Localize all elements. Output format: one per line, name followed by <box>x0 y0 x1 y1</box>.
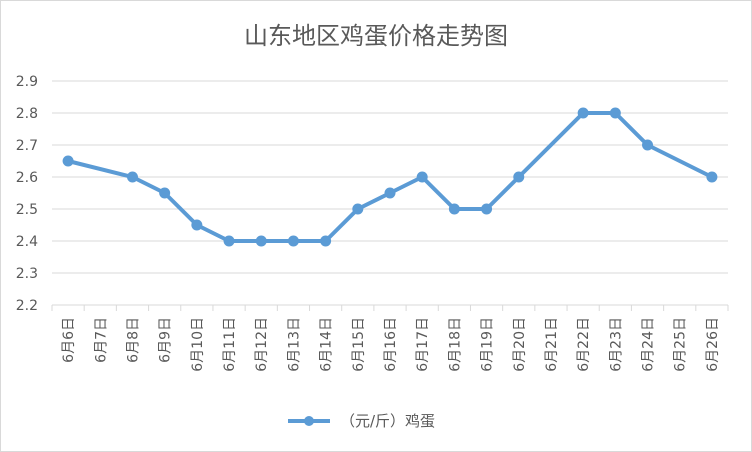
x-tick-label: 6月23日 <box>608 317 624 372</box>
x-tick-label: 6月14日 <box>319 317 335 372</box>
y-tick-label: 2.8 <box>16 106 38 122</box>
y-tick-label: 2.3 <box>16 266 38 282</box>
x-tick-label: 6月9日 <box>158 317 174 363</box>
data-point <box>416 171 428 183</box>
y-tick-label: 2.2 <box>16 298 38 314</box>
x-tick-label: 6月13日 <box>286 317 302 372</box>
x-tick-label: 6月26日 <box>705 317 721 372</box>
x-tick-label: 6月15日 <box>351 317 367 372</box>
chart-title: 山东地区鸡蛋价格走势图 <box>244 22 508 50</box>
data-point <box>191 219 203 231</box>
legend: （元/斤）鸡蛋 <box>288 412 435 430</box>
x-tick-label: 6月22日 <box>576 317 592 372</box>
x-tick-label: 6月21日 <box>544 317 560 372</box>
y-tick-label: 2.4 <box>16 234 38 250</box>
y-tick-label: 2.5 <box>16 202 38 218</box>
x-tick-label: 6月12日 <box>254 317 270 372</box>
y-tick-label: 2.7 <box>16 138 38 154</box>
y-tick-labels: 2.2 2.3 2.4 2.5 2.6 2.7 2.8 2.9 <box>16 74 38 314</box>
data-point <box>159 187 171 199</box>
data-point <box>481 203 493 215</box>
x-tick-label: 6月7日 <box>93 317 109 363</box>
data-point <box>352 203 364 215</box>
data-point <box>320 235 332 247</box>
data-point <box>126 171 138 183</box>
x-tick-labels: 6月6日 6月7日 6月8日 6月9日 6月10日 6月11日 6月12日 6月13日 6月14… <box>51 305 729 372</box>
data-point <box>642 139 654 151</box>
data-point <box>448 203 460 215</box>
x-tick-label: 6月19日 <box>480 317 496 372</box>
data-point <box>577 107 589 119</box>
y-tick-label: 2.6 <box>16 170 38 186</box>
x-tick-label: 6月25日 <box>673 317 689 372</box>
series-layer <box>62 107 718 247</box>
x-tick-label: 6月6日 <box>61 317 77 363</box>
x-tick-label: 6月10日 <box>190 317 206 372</box>
data-point <box>609 107 621 119</box>
data-point <box>706 171 718 183</box>
x-tick-label: 6月16日 <box>383 317 399 372</box>
x-tick-label: 6月11日 <box>222 317 238 372</box>
data-point <box>62 155 74 167</box>
data-point <box>255 235 267 247</box>
legend-marker-swatch <box>304 416 314 426</box>
data-point <box>384 187 396 199</box>
x-tick-label: 6月24日 <box>641 317 657 372</box>
x-tick-label: 6月17日 <box>415 317 431 372</box>
x-tick-label: 6月18日 <box>447 317 463 372</box>
data-point <box>223 235 235 247</box>
x-tick-label: 6月20日 <box>512 317 528 372</box>
y-tick-label: 2.9 <box>16 74 38 90</box>
data-point <box>287 235 299 247</box>
gridlines <box>52 80 728 306</box>
data-point <box>513 171 525 183</box>
x-tick-label: 6月8日 <box>125 317 141 363</box>
legend-label: （元/斤）鸡蛋 <box>340 412 435 430</box>
